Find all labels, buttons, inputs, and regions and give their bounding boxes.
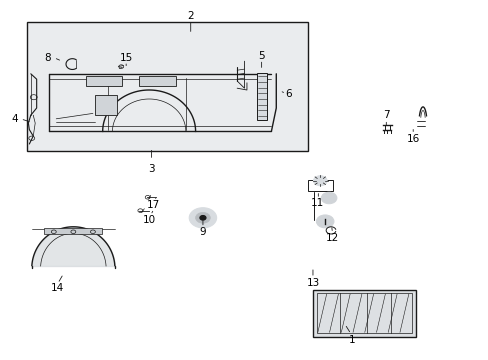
Text: 16: 16 [406,134,419,144]
Text: 10: 10 [142,215,155,225]
Text: 17: 17 [146,200,160,210]
Bar [95,95,117,115]
Circle shape [200,216,205,220]
Bar [85,76,122,86]
Text: 12: 12 [325,233,339,243]
Bar [312,290,415,337]
Circle shape [189,208,216,228]
Text: 14: 14 [51,283,64,293]
Text: 15: 15 [119,53,133,63]
Text: 1: 1 [348,335,355,345]
Bar [316,293,411,333]
Bar [139,76,176,86]
Text: 4: 4 [11,114,18,124]
Circle shape [313,176,326,186]
Text: 13: 13 [305,278,319,288]
Text: 8: 8 [44,53,51,63]
Text: 7: 7 [382,110,389,120]
Text: 11: 11 [310,198,324,208]
Text: 9: 9 [199,227,206,237]
Text: 3: 3 [148,164,155,174]
Text: 2: 2 [187,11,194,21]
FancyBboxPatch shape [27,22,307,151]
Text: 5: 5 [258,51,264,61]
Bar [307,180,332,191]
Text: 6: 6 [285,89,291,99]
Circle shape [321,192,336,204]
Bar [256,73,267,120]
Circle shape [316,215,333,228]
Bar [44,228,102,234]
Circle shape [195,212,210,223]
